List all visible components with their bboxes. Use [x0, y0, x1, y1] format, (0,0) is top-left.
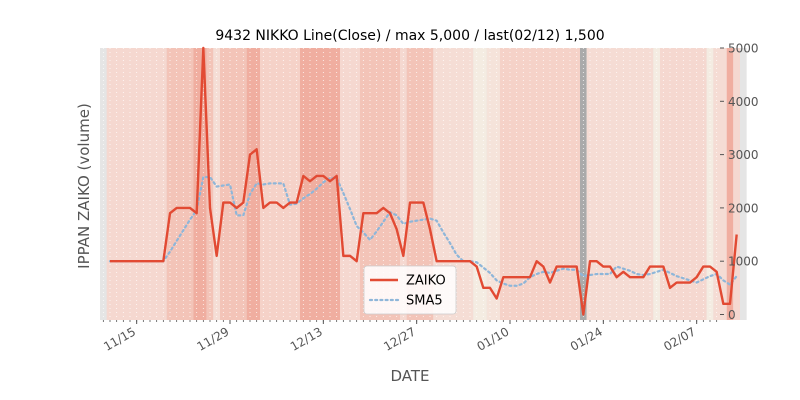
background-band — [740, 48, 747, 320]
y-tick-label: 4000 — [728, 95, 759, 109]
x-tick-label: 02/07 — [661, 324, 698, 353]
x-tick-label: 12/27 — [381, 324, 418, 353]
x-axis-label: DATE — [390, 367, 429, 385]
background-band — [220, 48, 247, 320]
legend-label-sma5: SMA5 — [406, 294, 443, 309]
legend-box — [363, 265, 457, 315]
background-band — [500, 48, 580, 320]
series-line-sma5 — [108, 175, 738, 287]
legend: ZAIKO SMA5 — [363, 265, 457, 315]
background-band — [713, 48, 727, 320]
chart-title: 9432 NIKKO Line(Close) / max 5,000 / las… — [215, 28, 604, 44]
x-axis-ticks: 11/15 11/29 12/13 12/27 01/10 01/24 02/07 — [101, 320, 718, 354]
background-band — [486, 48, 500, 320]
background-band — [166, 48, 194, 320]
background-band — [726, 48, 734, 320]
x-tick-label: 11/15 — [101, 324, 138, 353]
y-tick-label: 1000 — [728, 255, 759, 269]
y-tick-label: 3000 — [728, 148, 759, 162]
y-tick-label: 2000 — [728, 201, 759, 215]
y-axis-label: IPPAN ZAIKO (volume) — [75, 103, 93, 269]
x-tick-label: 12/13 — [288, 324, 325, 353]
series-line-zaiko — [110, 46, 738, 316]
series-layer — [108, 46, 738, 316]
x-tick-label: 01/24 — [568, 324, 605, 353]
legend-label-zaiko: ZAIKO — [406, 274, 446, 289]
x-tick-label: 11/29 — [195, 324, 232, 353]
y-tick-label: 0 — [728, 308, 736, 322]
y-tick-label: 5000 — [728, 42, 759, 56]
x-tick-label: 01/10 — [475, 324, 512, 353]
background-band — [733, 48, 740, 320]
y-axis-ticks: 0 1000 2000 3000 4000 5000 — [720, 42, 759, 322]
